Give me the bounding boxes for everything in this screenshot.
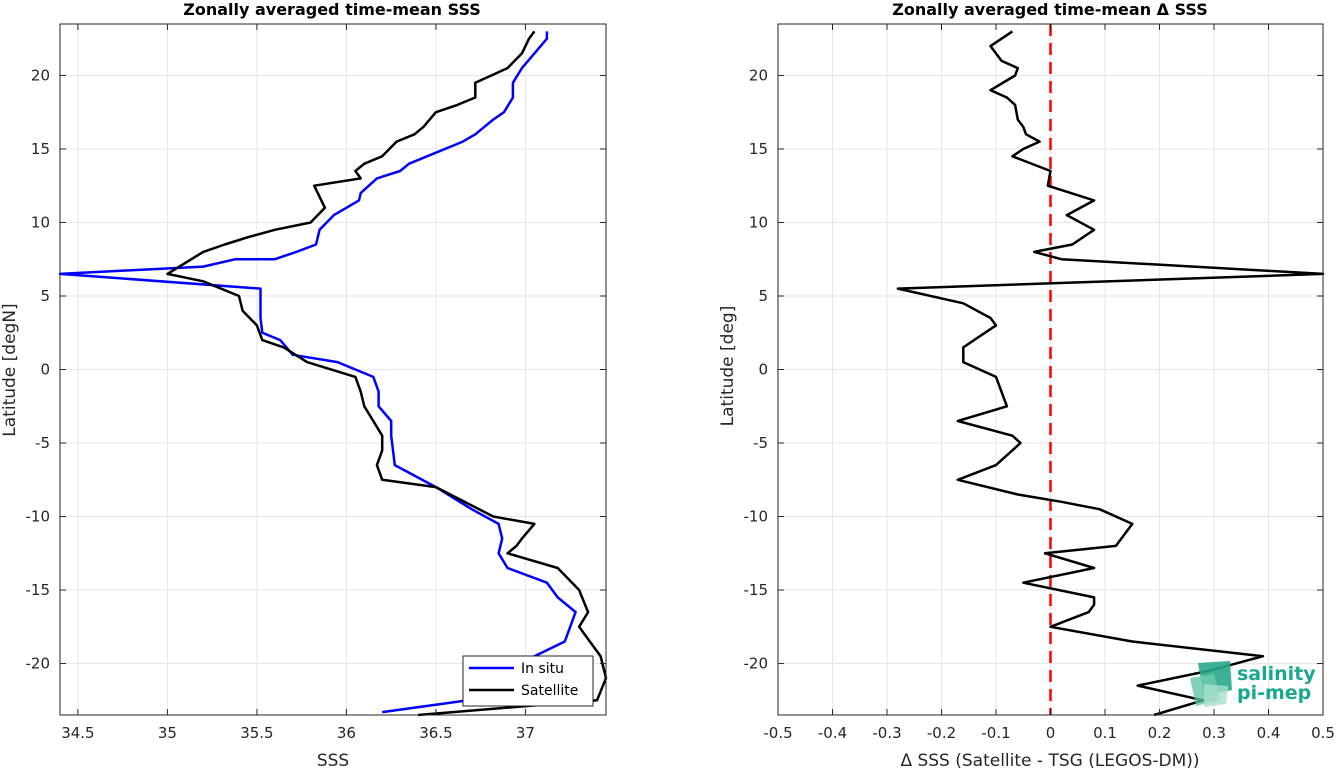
y-tick-label: 0 [40, 361, 50, 379]
x-tick-label: 0.3 [1202, 724, 1226, 742]
grid [60, 24, 606, 715]
logo-shape [1204, 684, 1228, 707]
y-tick-label: 15 [31, 140, 50, 158]
y-tick-label: 20 [31, 66, 50, 84]
x-axis-label: Δ SSS (Satellite - TSG (LEGOS-DM)) [900, 751, 1199, 769]
series-line-satellite [166, 30, 608, 717]
y-tick-label: -5 [35, 434, 50, 452]
delta-sss-panel: Zonally averaged time-mean Δ SSS -0.5 -0.… [718, 0, 1335, 769]
y-tick-label: 5 [758, 287, 768, 305]
x-tick-label: 0 [1046, 724, 1056, 742]
sss-panel: Zonally averaged time-mean SSS 34.5 35 35.… [0, 0, 608, 769]
x-tick-label: 34.5 [61, 724, 94, 742]
logo-text-line1: salinity [1237, 663, 1316, 685]
salinity-pi-mep-logo: salinity pi-mep [1190, 661, 1316, 707]
y-tick-label: -10 [744, 508, 769, 526]
series-group [896, 30, 1325, 717]
y-tick-label: -20 [26, 655, 51, 673]
y-tick-label: 10 [749, 213, 768, 231]
chart-title: Zonally averaged time-mean Δ SSS [892, 0, 1208, 19]
x-tick-label: -0.5 [763, 724, 792, 742]
y-axis-label: Latitude [degN] [0, 303, 20, 436]
x-tick-label: 36.5 [419, 724, 452, 742]
y-tick-label: 20 [749, 66, 768, 84]
ticks: -0.5 -0.4 -0.3 -0.2 -0.1 0 0.1 0.2 0.3 0.4 0.5 -20 -… [744, 24, 1335, 742]
x-tick-label: 35.5 [240, 724, 273, 742]
y-tick-label: 0 [758, 361, 768, 379]
x-tick-label: 0.4 [1257, 724, 1281, 742]
y-tick-label: -20 [744, 655, 769, 673]
y-tick-label: 10 [31, 213, 50, 231]
x-tick-label: -0.2 [927, 724, 956, 742]
series-line [896, 30, 1325, 717]
y-tick-label: -10 [26, 508, 51, 526]
x-tick-label: 37 [516, 724, 535, 742]
x-tick-label: 36 [337, 724, 356, 742]
x-tick-label: -0.4 [818, 724, 847, 742]
y-tick-label: -15 [744, 581, 769, 599]
chart-title: Zonally averaged time-mean SSS [183, 0, 481, 19]
x-axis-label: SSS [317, 751, 349, 769]
y-tick-label: 15 [749, 140, 768, 158]
x-tick-label: -0.3 [872, 724, 901, 742]
x-tick-label: 0.2 [1148, 724, 1172, 742]
legend-label-in-situ: In situ [521, 661, 564, 677]
x-tick-label: -0.1 [981, 724, 1010, 742]
x-tick-label: 0.5 [1311, 724, 1335, 742]
logo-text-line2: pi-mep [1237, 682, 1311, 704]
series-line-in-situ [58, 31, 577, 714]
y-tick-label: -15 [26, 581, 51, 599]
y-tick-label: 5 [40, 287, 50, 305]
series-group [58, 30, 608, 717]
y-tick-label: -5 [753, 434, 768, 452]
x-tick-label: 0.1 [1093, 724, 1117, 742]
y-axis-label: Latitude [deg] [718, 306, 738, 427]
ticks: 34.5 35 35.5 36 36.5 37 -20 -15 -10 -5 0 5 10 15 20 [26, 24, 606, 742]
x-tick-label: 35 [158, 724, 177, 742]
legend: In situ Satellite [462, 655, 594, 707]
logo-mark [1190, 661, 1232, 707]
legend-box [462, 655, 594, 707]
legend-label-satellite: Satellite [521, 683, 578, 699]
